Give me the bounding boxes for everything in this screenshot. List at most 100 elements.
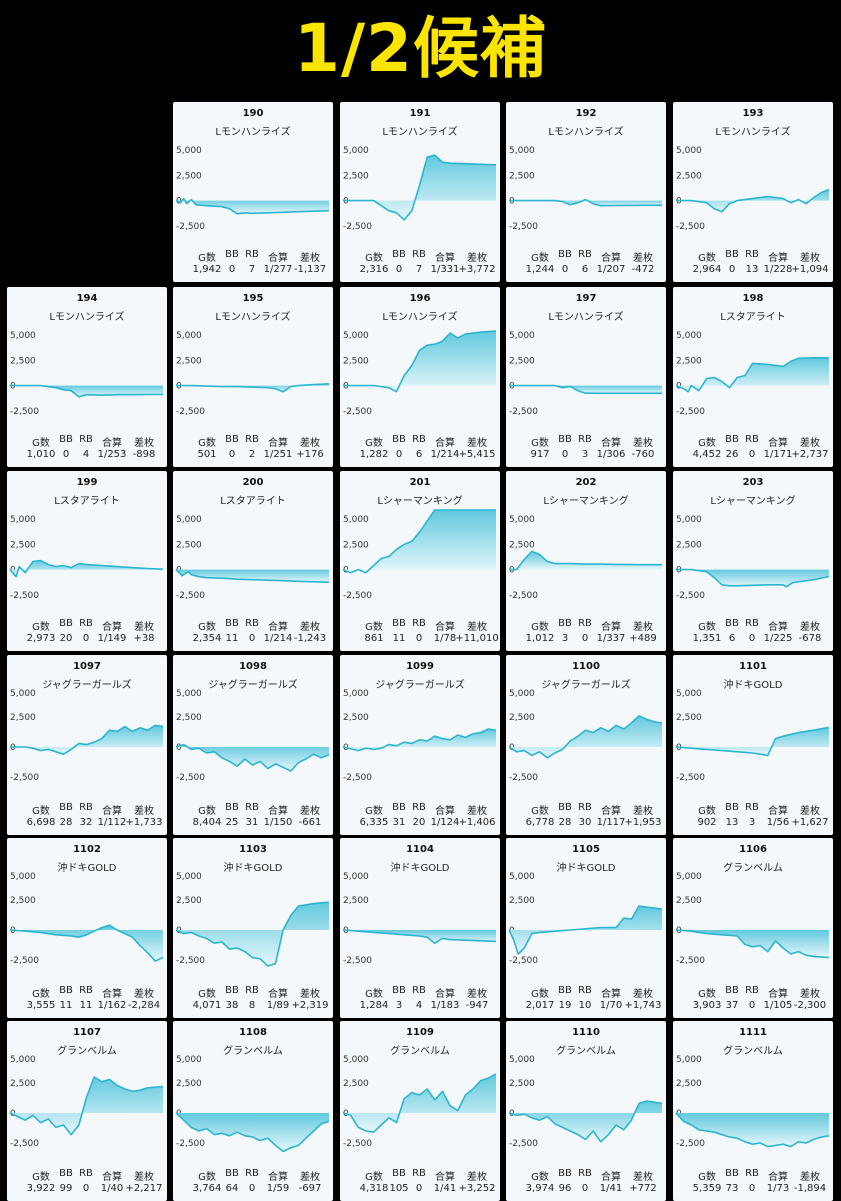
machine-model: Lスタアライト	[54, 496, 120, 507]
stat-bb: 13	[725, 817, 739, 828]
stats-header-combined: 合算	[102, 806, 122, 817]
chart-card-191: 191 Lモンハンライズ 5,000 2,500 0 -2,500 G数 BB RB 合算 差枚 2,…	[340, 102, 500, 282]
stats-value-row: 1,942 0 7 1/277 -1,137	[173, 264, 333, 277]
y-tick-label: -2,500	[676, 773, 705, 783]
y-tick-label: 2,500	[509, 540, 535, 550]
stat-games: 1,284	[359, 1000, 389, 1011]
stat-combined: 1/162	[97, 1000, 127, 1011]
stat-diff: +11,010	[455, 633, 499, 644]
series-line	[9, 924, 164, 962]
series-line	[10, 724, 164, 755]
stat-diff: +1,953	[624, 817, 662, 828]
stats-header-row: G数 BB RB 合算 差枚	[673, 434, 833, 449]
y-tick-label: 5,000	[343, 331, 369, 341]
machine-model: Lモンハンライズ	[49, 312, 125, 323]
stat-diff: +2,217	[125, 1183, 163, 1194]
stat-combined: 1/150	[263, 817, 293, 828]
stats-header-bb: BB	[725, 1168, 739, 1179]
stat-combined: 1/149	[97, 633, 127, 644]
stats-header-diff: 差枚	[467, 253, 487, 264]
stat-diff: -1,894	[793, 1183, 827, 1194]
stat-bb: 0	[62, 449, 70, 460]
stats-header-combined: 合算	[435, 438, 455, 449]
series-area	[10, 725, 163, 755]
stat-games: 2,964	[692, 264, 722, 275]
stats-header-combined: 合算	[435, 989, 455, 1000]
stats-header-games: G数	[198, 989, 216, 1000]
series-line	[175, 197, 330, 215]
stats-header-diff: 差枚	[134, 438, 154, 449]
stats-value-row: 1,010 0 4 1/253 -898	[7, 449, 167, 462]
y-tick-label: -2,500	[676, 407, 705, 417]
y-tick-label: -2,500	[676, 591, 705, 601]
y-tick-label: 2,500	[676, 713, 702, 723]
chart-card-194: 194 Lモンハンライズ 5,000 2,500 0 -2,500 G数 BB RB 合算 差枚 1,…	[7, 287, 167, 467]
y-tick-label: -2,500	[343, 956, 372, 966]
stat-rb: 3	[748, 817, 756, 828]
stat-bb: 11	[225, 633, 239, 644]
series-line	[508, 1100, 663, 1143]
stats-header-rb: RB	[745, 249, 759, 260]
machine-model: グランベルム	[223, 1046, 283, 1057]
y-tick-label: -2,500	[509, 1139, 538, 1149]
stats-value-row: 917 0 3 1/306 -760	[506, 449, 666, 462]
series-line	[508, 714, 663, 759]
stat-bb: 0	[728, 264, 736, 275]
stats-header-rb: RB	[245, 618, 259, 629]
stat-combined: 1/225	[763, 633, 793, 644]
series-line	[509, 550, 662, 571]
stats-header-row: G数 BB RB 合算 差枚	[173, 434, 333, 449]
machine-number: 193	[742, 108, 764, 119]
stats-header-rb: RB	[745, 434, 759, 445]
stat-rb: 0	[82, 1183, 90, 1194]
stats-header-diff: 差枚	[467, 1172, 487, 1183]
stats-header-combined: 合算	[268, 989, 288, 1000]
y-tick-label: 5,000	[676, 146, 702, 156]
stat-games: 4,318	[359, 1183, 389, 1194]
stats-header-row: G数 BB RB 合算 差枚	[673, 1168, 833, 1183]
series-area	[509, 385, 662, 394]
stats-header-bb: BB	[392, 1168, 406, 1179]
stats-header-row: G数 BB RB 合算 差枚	[673, 618, 833, 633]
stat-bb: 28	[558, 817, 572, 828]
y-tick-label: 2,500	[343, 713, 369, 723]
y-tick-label: 5,000	[676, 515, 702, 525]
stats-header-games: G数	[531, 253, 549, 264]
stat-rb: 7	[415, 264, 423, 275]
y-tick-label: 2,500	[509, 171, 535, 181]
stats-header-row: G数 BB RB 合算 差枚	[506, 1168, 666, 1183]
stats-header-row: G数 BB RB 合算 差枚	[340, 1168, 500, 1183]
stats-header-combined: 合算	[601, 438, 621, 449]
y-tick-label: -2,500	[343, 407, 372, 417]
stats-header-diff: 差枚	[300, 622, 320, 633]
machine-number: 1107	[73, 1027, 101, 1038]
stats-value-row: 2,964 0 13 1/228 +1,094	[673, 264, 833, 277]
y-tick-label: 0	[676, 197, 682, 207]
machine-model: 沖ドキGOLD	[223, 863, 283, 874]
machine-number: 1110	[572, 1027, 600, 1038]
chart-card-1109: 1109 グランベルム 5,000 2,500 0 -2,500 G数 BB RB 合算 差枚 4,3…	[340, 1021, 500, 1201]
stats-value-row: 6,778 28 30 1/117 +1,953	[506, 817, 666, 830]
stat-bb: 3	[395, 1000, 403, 1011]
stats-value-row: 2,973 20 0 1/149 +38	[7, 633, 167, 646]
stat-games: 6,778	[525, 817, 555, 828]
stats-header-row: G数 BB RB 合算 差枚	[340, 618, 500, 633]
stats-header-diff: 差枚	[300, 989, 320, 1000]
stat-games: 3,764	[192, 1183, 222, 1194]
y-tick-label: 5,000	[10, 331, 36, 341]
stats-header-row: G数 BB RB 合算 差枚	[173, 985, 333, 1000]
machine-model: Lモンハンライズ	[382, 127, 458, 138]
stat-diff: +3,772	[458, 264, 496, 275]
stats-header-games: G数	[531, 989, 549, 1000]
stats-value-row: 4,452 26 0 1/171 +2,737	[673, 449, 833, 462]
y-tick-label: 0	[676, 566, 682, 576]
stat-rb: 2	[248, 449, 256, 460]
stat-diff: +772	[629, 1183, 657, 1194]
y-tick-label: -2,500	[176, 591, 205, 601]
y-tick-label: -2,500	[509, 222, 538, 232]
stats-header-games: G数	[365, 622, 383, 633]
series-area	[676, 930, 829, 958]
